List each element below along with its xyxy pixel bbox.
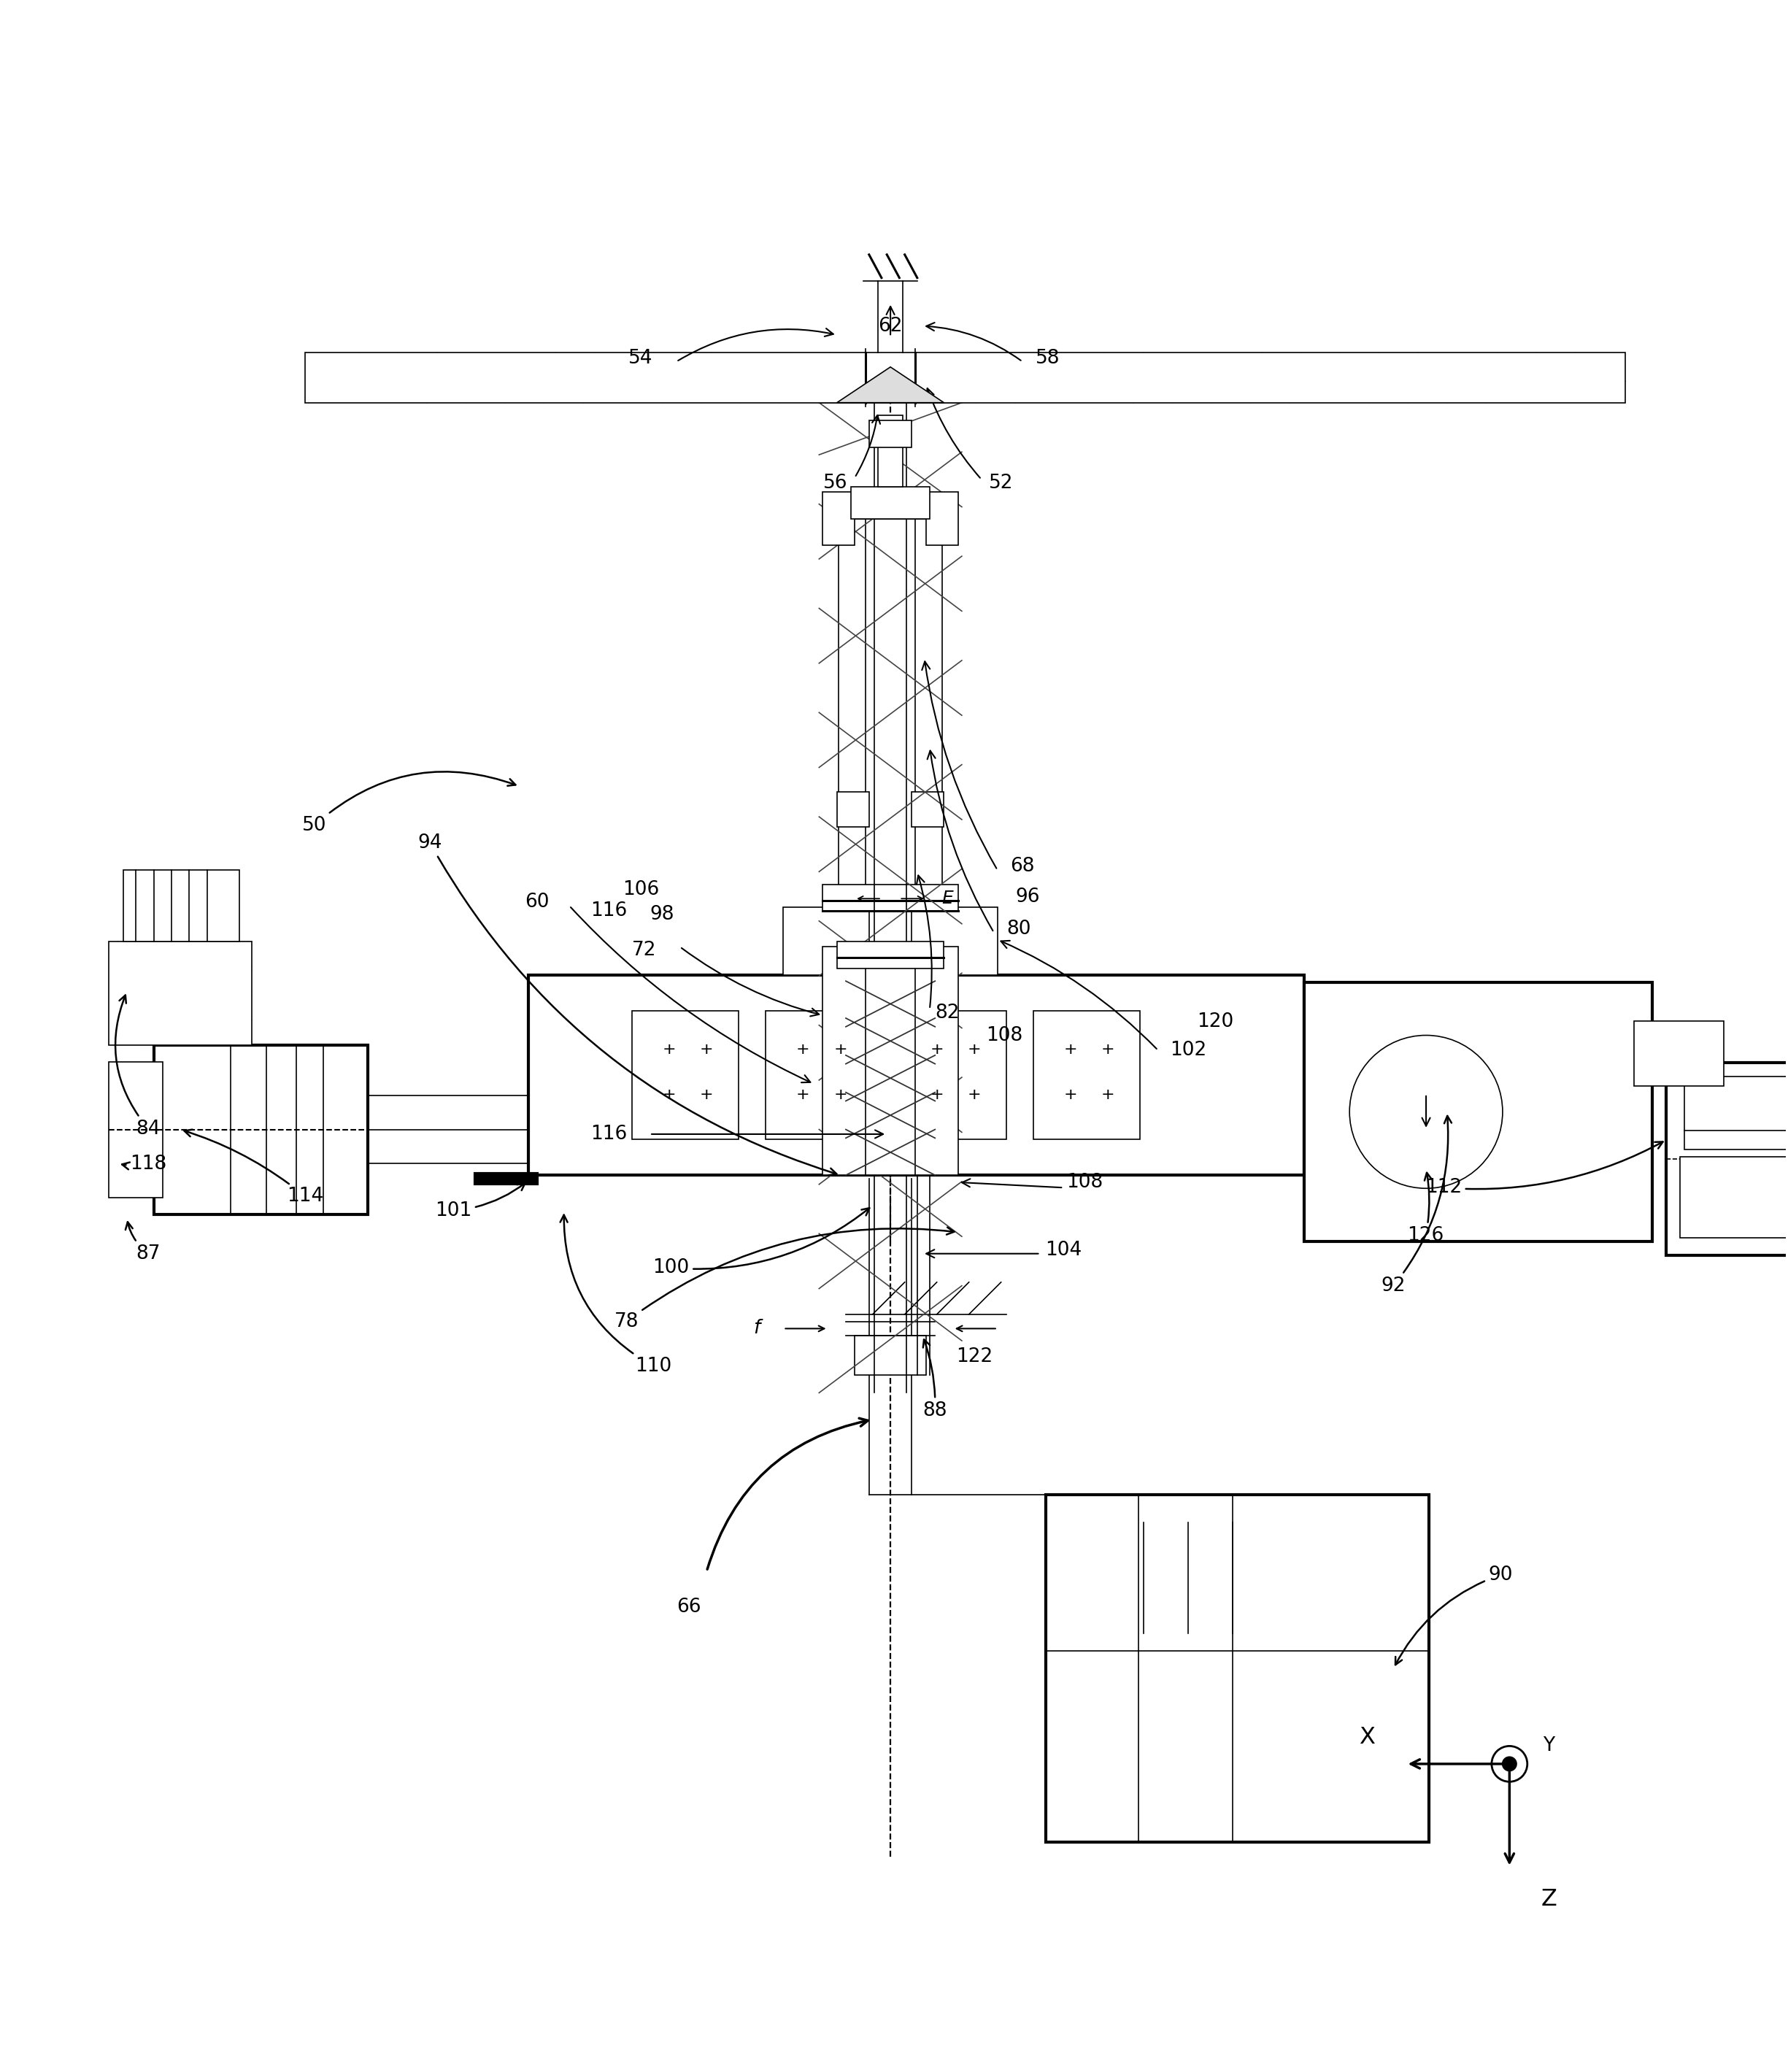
Text: 54: 54 [628, 348, 653, 367]
Bar [822, 885, 958, 912]
Polygon shape [837, 367, 944, 402]
Text: 101: 101 [434, 1183, 526, 1220]
Text: 102: 102 [1169, 1040, 1207, 1059]
Text: +: + [699, 1088, 713, 1102]
Text: +: + [1064, 1042, 1078, 1057]
Text: 106: 106 [622, 881, 660, 899]
Text: 68: 68 [1010, 858, 1035, 876]
Bar [527, 976, 1303, 1175]
Bar [765, 1011, 873, 1140]
Bar [1634, 1021, 1724, 1086]
Text: +: + [1064, 1088, 1078, 1102]
Text: +: + [833, 1042, 848, 1057]
Text: 114: 114 [184, 1129, 324, 1206]
Text: 108: 108 [987, 1026, 1023, 1046]
Text: 66: 66 [676, 1598, 701, 1616]
Text: 50: 50 [302, 771, 515, 835]
Text: f: f [753, 1320, 760, 1339]
Text: 82: 82 [935, 1003, 960, 1021]
Text: +: + [930, 1088, 944, 1102]
Text: 120: 120 [1196, 1013, 1234, 1032]
Bar [1046, 1494, 1429, 1842]
Bar [631, 1011, 738, 1140]
Text: 62: 62 [878, 317, 903, 336]
Bar [855, 1336, 926, 1376]
Bar [839, 518, 942, 889]
Text: +: + [796, 1088, 810, 1102]
Bar [822, 491, 855, 545]
Text: 118: 118 [122, 1154, 166, 1175]
Bar [123, 870, 240, 941]
Text: 60: 60 [526, 893, 549, 912]
Text: +: + [1101, 1088, 1116, 1102]
Text: 78: 78 [615, 1227, 955, 1330]
Text: 116: 116 [590, 901, 628, 920]
Text: 110: 110 [560, 1214, 672, 1376]
Text: 87: 87 [125, 1222, 161, 1264]
Text: 88: 88 [923, 1339, 948, 1419]
Bar [869, 421, 912, 448]
Bar [837, 792, 869, 827]
Bar [1303, 982, 1652, 1241]
Text: +: + [833, 1088, 848, 1102]
Text: 56: 56 [822, 474, 848, 493]
Bar [109, 1061, 163, 1198]
Bar [154, 1044, 368, 1214]
Text: X: X [1359, 1726, 1375, 1749]
Bar [1666, 1063, 1788, 1256]
Text: 116: 116 [590, 1125, 628, 1144]
Text: 52: 52 [989, 474, 1014, 493]
Text: 122: 122 [957, 1347, 992, 1368]
Text: 80: 80 [1007, 920, 1032, 939]
Bar [1684, 1075, 1788, 1150]
Bar [476, 1173, 536, 1183]
Text: Y: Y [1543, 1736, 1554, 1755]
Text: +: + [662, 1088, 676, 1102]
Bar [851, 487, 930, 518]
Text: 58: 58 [1035, 348, 1060, 367]
Text: +: + [967, 1042, 982, 1057]
Bar [912, 792, 944, 827]
Text: 104: 104 [1046, 1241, 1082, 1260]
Text: +: + [662, 1042, 676, 1057]
Text: 94: 94 [418, 833, 837, 1175]
Bar [109, 941, 252, 1044]
Text: +: + [699, 1042, 713, 1057]
Bar [878, 414, 903, 487]
Text: +: + [967, 1088, 982, 1102]
Text: 72: 72 [631, 941, 656, 959]
Text: +: + [1101, 1042, 1116, 1057]
Text: 84: 84 [116, 995, 161, 1138]
Bar [837, 941, 944, 968]
Text: +: + [796, 1042, 810, 1057]
Text: 96: 96 [1016, 887, 1041, 905]
Text: 112: 112 [1425, 1142, 1663, 1198]
Text: 100: 100 [653, 1208, 869, 1278]
Text: 92: 92 [1382, 1117, 1452, 1295]
Text: E: E [942, 889, 953, 908]
Text: 126: 126 [1407, 1173, 1445, 1245]
Text: 90: 90 [1395, 1564, 1513, 1664]
Bar [851, 889, 930, 908]
Bar [1681, 1156, 1788, 1237]
Bar [899, 1011, 1007, 1140]
Bar [926, 491, 958, 545]
Bar [306, 352, 1625, 402]
Circle shape [1502, 1757, 1516, 1772]
Text: 98: 98 [649, 905, 674, 924]
Bar [783, 908, 998, 976]
Bar [822, 947, 958, 1175]
Bar [1033, 1011, 1141, 1140]
Text: Z: Z [1541, 1888, 1557, 1910]
Text: +: + [930, 1042, 944, 1057]
Text: 108: 108 [1067, 1173, 1103, 1191]
